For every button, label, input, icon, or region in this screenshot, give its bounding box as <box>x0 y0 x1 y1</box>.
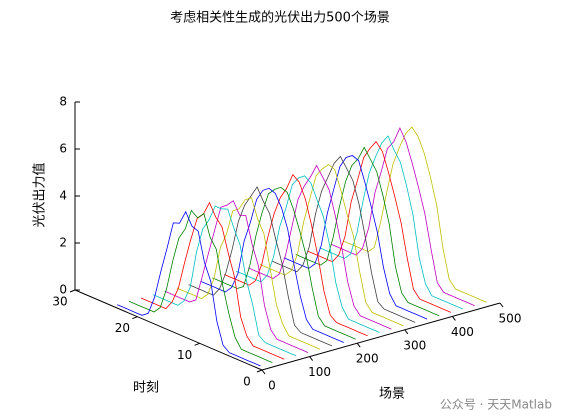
scenario-line <box>307 141 452 313</box>
y-tick-label: 0 <box>243 375 251 389</box>
x-tick-label: 200 <box>356 352 379 366</box>
y-axis-label: 时刻 <box>133 381 159 396</box>
y-tick-label: 20 <box>115 321 130 335</box>
y-axis <box>74 289 263 371</box>
x-tick <box>309 356 314 361</box>
scenario-line <box>176 197 321 350</box>
x-tick <box>404 329 409 335</box>
x-tick <box>356 342 361 348</box>
z-axis-label: 光伏出力值 <box>32 162 48 227</box>
y-tick-label: 30 <box>52 295 67 309</box>
y-tick <box>132 316 138 320</box>
z-tick-label: 2 <box>59 236 67 250</box>
y-tick <box>69 289 76 293</box>
chart-title: 考虑相关性生成的光伏出力500个场景 <box>170 10 390 26</box>
x-tick <box>499 302 504 308</box>
y-tick-label: 10 <box>177 348 192 362</box>
x-tick-label: 400 <box>451 325 474 339</box>
x-tick-label: 300 <box>403 338 426 352</box>
scenario-line <box>271 155 416 323</box>
x-axis <box>261 302 501 371</box>
y-tick <box>256 369 263 373</box>
z-tick-label: 8 <box>59 95 67 109</box>
scenario-line <box>140 201 285 360</box>
x-tick <box>261 369 266 375</box>
x-tick <box>451 316 456 321</box>
x-tick-label: 0 <box>268 379 276 393</box>
y-tick <box>194 342 200 346</box>
scenario-line <box>117 210 261 367</box>
scenario-line <box>343 126 487 303</box>
scenario-line <box>164 200 309 353</box>
z-tick-label: 6 <box>59 142 67 156</box>
scenario-line <box>128 209 273 363</box>
scenario-line <box>152 205 297 357</box>
scenario-line <box>283 155 428 320</box>
x-tick-label: 500 <box>499 312 522 326</box>
scenario-line <box>224 173 368 337</box>
scenario-line <box>331 127 475 307</box>
scenario-line <box>236 175 380 333</box>
x-axis-label: 场景 <box>379 387 405 402</box>
z-tick-label: 4 <box>59 189 67 203</box>
watermark: 公众号 · 天天Matlab <box>440 398 552 412</box>
z-tick-label: 0 <box>59 283 67 297</box>
x-tick-label: 100 <box>308 365 331 379</box>
